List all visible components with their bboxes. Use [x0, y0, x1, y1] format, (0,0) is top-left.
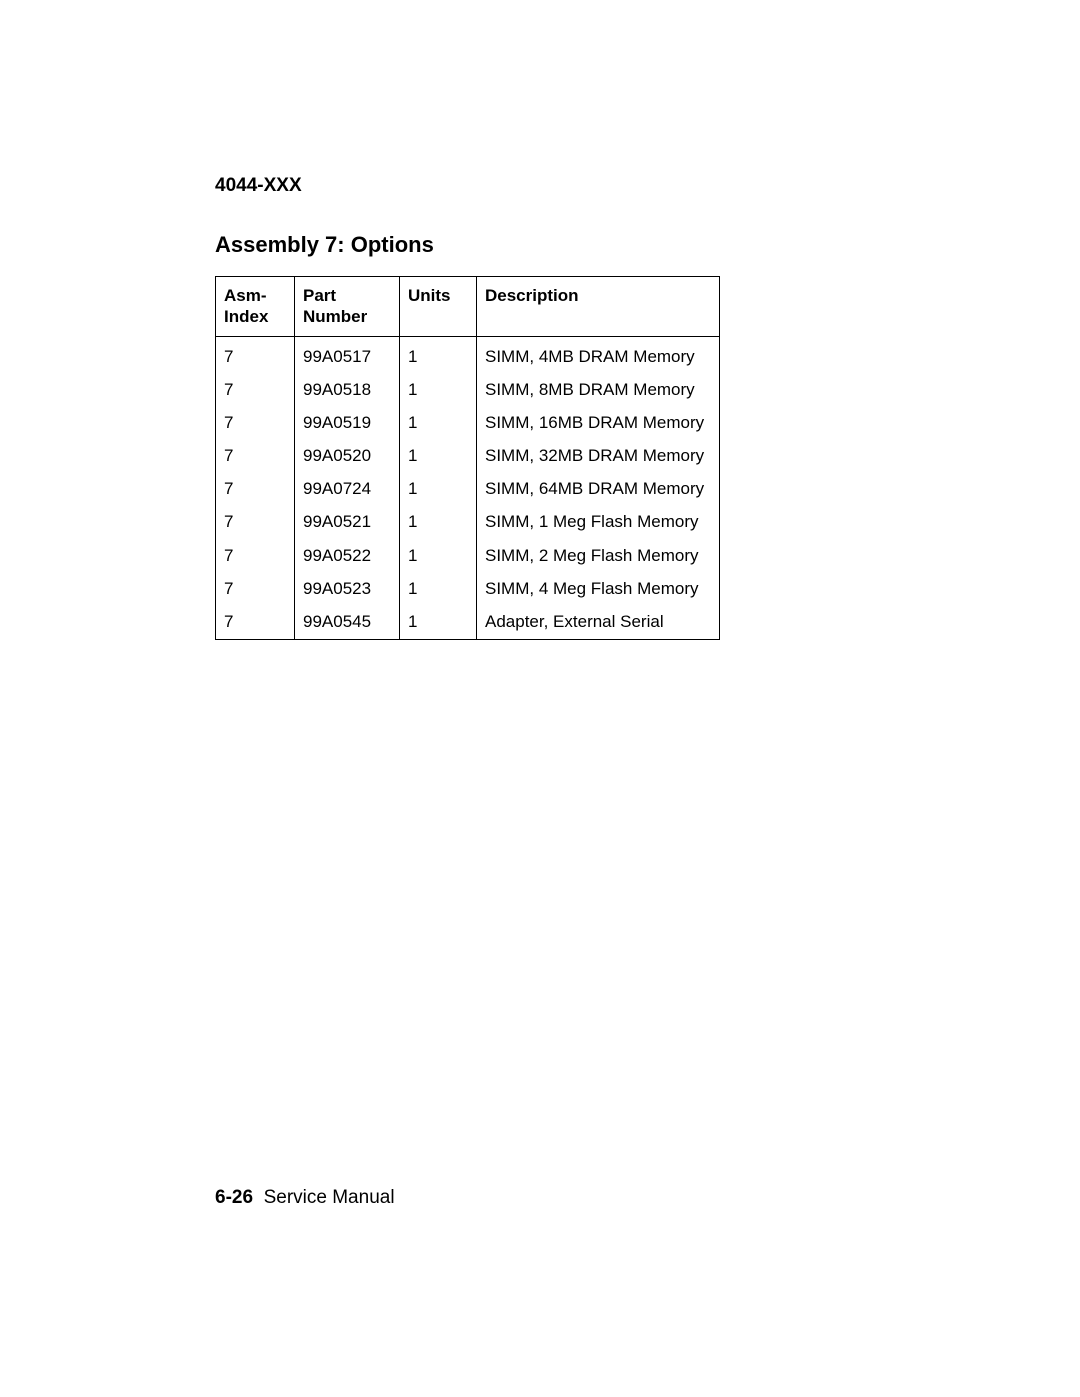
cell-units: 1 [400, 406, 477, 439]
page-number: 6-26 [215, 1187, 253, 1208]
cell-asm-index: 7 [216, 336, 295, 373]
cell-part-number: 99A0520 [295, 439, 400, 472]
table-body: 7 99A0517 1 SIMM, 4MB DRAM Memory 7 99A0… [216, 336, 720, 640]
cell-asm-index: 7 [216, 605, 295, 640]
table-row: 7 99A0517 1 SIMM, 4MB DRAM Memory [216, 336, 720, 373]
table-row: 7 99A0520 1 SIMM, 32MB DRAM Memory [216, 439, 720, 472]
cell-units: 1 [400, 373, 477, 406]
table-row: 7 99A0545 1 Adapter, External Serial [216, 605, 720, 640]
col-header-asm-index: Asm-Index [216, 277, 295, 337]
table-header-row: Asm-Index PartNumber Units Description [216, 277, 720, 337]
cell-description: SIMM, 16MB DRAM Memory [477, 406, 720, 439]
document-model-header: 4044-XXX [215, 175, 865, 197]
cell-part-number: 99A0518 [295, 373, 400, 406]
table-row: 7 99A0521 1 SIMM, 1 Meg Flash Memory [216, 505, 720, 538]
cell-asm-index: 7 [216, 505, 295, 538]
cell-description: SIMM, 4MB DRAM Memory [477, 336, 720, 373]
cell-description: SIMM, 64MB DRAM Memory [477, 472, 720, 505]
cell-units: 1 [400, 336, 477, 373]
page-footer: 6-26 Service Manual [215, 1187, 395, 1209]
cell-units: 1 [400, 439, 477, 472]
cell-units: 1 [400, 572, 477, 605]
col-header-description: Description [477, 277, 720, 337]
cell-units: 1 [400, 505, 477, 538]
cell-description: SIMM, 4 Meg Flash Memory [477, 572, 720, 605]
cell-description: SIMM, 1 Meg Flash Memory [477, 505, 720, 538]
cell-part-number: 99A0519 [295, 406, 400, 439]
cell-part-number: 99A0545 [295, 605, 400, 640]
cell-description: SIMM, 8MB DRAM Memory [477, 373, 720, 406]
cell-units: 1 [400, 605, 477, 640]
cell-description: Adapter, External Serial [477, 605, 720, 640]
table-row: 7 99A0522 1 SIMM, 2 Meg Flash Memory [216, 539, 720, 572]
cell-part-number: 99A0517 [295, 336, 400, 373]
table-row: 7 99A0518 1 SIMM, 8MB DRAM Memory [216, 373, 720, 406]
table-row: 7 99A0724 1 SIMM, 64MB DRAM Memory [216, 472, 720, 505]
parts-table: Asm-Index PartNumber Units Description 7… [215, 276, 720, 640]
cell-asm-index: 7 [216, 439, 295, 472]
section-title: Assembly 7: Options [215, 232, 865, 258]
cell-part-number: 99A0724 [295, 472, 400, 505]
cell-description: SIMM, 2 Meg Flash Memory [477, 539, 720, 572]
col-header-part-number: PartNumber [295, 277, 400, 337]
cell-asm-index: 7 [216, 572, 295, 605]
cell-asm-index: 7 [216, 406, 295, 439]
cell-part-number: 99A0523 [295, 572, 400, 605]
cell-asm-index: 7 [216, 472, 295, 505]
cell-part-number: 99A0522 [295, 539, 400, 572]
table-row: 7 99A0523 1 SIMM, 4 Meg Flash Memory [216, 572, 720, 605]
cell-asm-index: 7 [216, 373, 295, 406]
cell-description: SIMM, 32MB DRAM Memory [477, 439, 720, 472]
footer-label: Service Manual [264, 1187, 395, 1208]
page: 4044-XXX Assembly 7: Options Asm-Index P… [0, 0, 1080, 1397]
col-header-units: Units [400, 277, 477, 337]
cell-asm-index: 7 [216, 539, 295, 572]
cell-part-number: 99A0521 [295, 505, 400, 538]
table-row: 7 99A0519 1 SIMM, 16MB DRAM Memory [216, 406, 720, 439]
cell-units: 1 [400, 539, 477, 572]
cell-units: 1 [400, 472, 477, 505]
